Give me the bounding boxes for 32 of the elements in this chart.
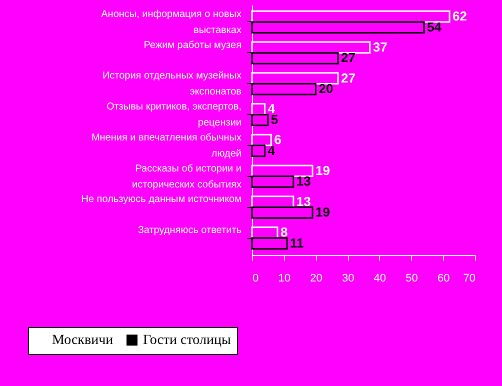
legend-label: Гости столицы: [143, 333, 232, 348]
y-tick-label: Отзывы критиков, экспертов, рецензии: [106, 102, 242, 129]
data-label: 8: [280, 224, 288, 240]
data-label: 20: [318, 81, 334, 96]
data-label: 37: [372, 39, 388, 54]
data-label: 62: [452, 8, 467, 24]
x-tick-label: 30: [342, 272, 354, 284]
data-label: 54: [427, 19, 442, 34]
y-tick-label: История отдельных музейных экспонатов: [102, 70, 242, 98]
x-tick-label: 50: [406, 272, 418, 284]
x-tick-label: 10: [278, 272, 290, 284]
y-tick-label: Рассказы об истории и исторических событиях: [132, 163, 242, 190]
x-tick-label: 40: [374, 272, 386, 284]
data-label: 19: [316, 204, 330, 220]
data-label: 11: [290, 235, 304, 250]
x-tick-label: 20: [310, 272, 322, 284]
data-label: 27: [341, 50, 356, 66]
data-label: 6: [274, 132, 282, 148]
y-tick-label: Не пользуюсь данным источником: [81, 194, 242, 206]
x-tick-label: 0: [252, 272, 259, 284]
data-label: 13: [296, 194, 311, 209]
data-label: 13: [296, 174, 311, 189]
x-tick-label: 60: [438, 272, 450, 284]
data-label: 27: [341, 70, 356, 86]
data-label: 4: [268, 142, 276, 158]
y-tick-label: Анонсы, информация о новых выставках: [101, 8, 242, 36]
y-tick-label: Мнения и впечатления обычных людей: [91, 132, 242, 160]
data-label: 19: [316, 162, 330, 178]
x-tick-label: 70: [463, 272, 476, 284]
text: Москвичи: [52, 333, 114, 348]
y-tick-label: Режим работы музея: [144, 40, 242, 51]
y-tick-label: Затрудняюсь ответить: [138, 225, 242, 236]
